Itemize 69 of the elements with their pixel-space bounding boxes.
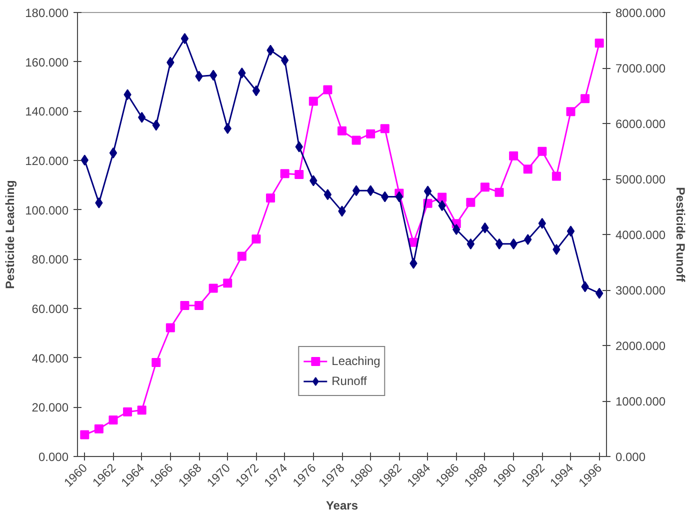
point [552,172,561,181]
point [237,252,246,261]
y-tick-label: 80.000 [32,252,69,267]
point [108,415,118,424]
point [323,85,332,94]
y-tick-label: 60.000 [32,302,69,316]
point [208,284,218,293]
point [509,151,518,160]
point [94,424,104,434]
point [123,407,132,416]
point [324,189,332,200]
point [538,146,547,156]
point [80,430,90,440]
point [466,238,475,250]
y-tick-label: 0.000 [38,450,69,464]
point [252,234,261,244]
point [180,33,189,44]
point [109,147,118,158]
point [280,54,289,66]
y-tick-label: 20.000 [32,400,69,415]
point [252,85,260,96]
point [166,323,175,332]
point [280,169,290,178]
point [180,301,190,310]
y-tick-label: 180.000 [25,6,69,20]
y-tick-label: 40.000 [32,351,69,366]
y2-tick-label: 1000.000 [616,394,666,408]
point [380,124,390,134]
y2-axis-title: Pesticide Runoff [674,187,688,283]
point [594,38,604,48]
point [424,186,432,197]
legend-label: Runoff [332,374,367,388]
y2-tick-label: 4000.000 [616,228,666,242]
y2-tick-label: 5000.000 [616,172,666,186]
y-tick-label: 160.000 [25,55,69,70]
point [266,193,276,202]
point [137,406,146,415]
point [209,70,218,81]
point [352,185,360,196]
point [495,238,504,250]
legend-label: Leaching [332,354,380,368]
y-tick-label: 120.000 [25,154,69,168]
point [338,126,346,136]
point [223,278,232,288]
y2-tick-label: 6000.000 [616,117,666,131]
x-axis-title: Years [326,498,358,513]
y-tick-label: 140.000 [25,104,69,119]
y2-tick-label: 3000.000 [616,284,666,298]
point [395,191,404,202]
y2-tick-label: 2000.000 [616,339,666,353]
point [194,301,204,310]
point [152,358,161,368]
y2-tick-label: 0.000 [616,450,646,464]
point [466,198,476,207]
point [566,107,576,116]
point [366,129,376,138]
point [352,136,361,145]
y-axis-title: Pesticide Leaching [3,180,18,289]
point [438,192,447,202]
point [294,170,304,180]
point [308,96,318,106]
point [523,164,532,174]
point [480,182,490,192]
point [566,226,575,237]
y-tick-label: 100.000 [25,203,69,218]
y2-tick-label: 7000.000 [616,62,666,76]
point [494,188,504,197]
y2-tick-label: 8000.000 [616,6,666,20]
point [580,94,590,104]
